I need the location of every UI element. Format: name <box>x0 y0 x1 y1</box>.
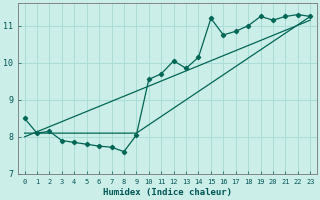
X-axis label: Humidex (Indice chaleur): Humidex (Indice chaleur) <box>103 188 232 197</box>
